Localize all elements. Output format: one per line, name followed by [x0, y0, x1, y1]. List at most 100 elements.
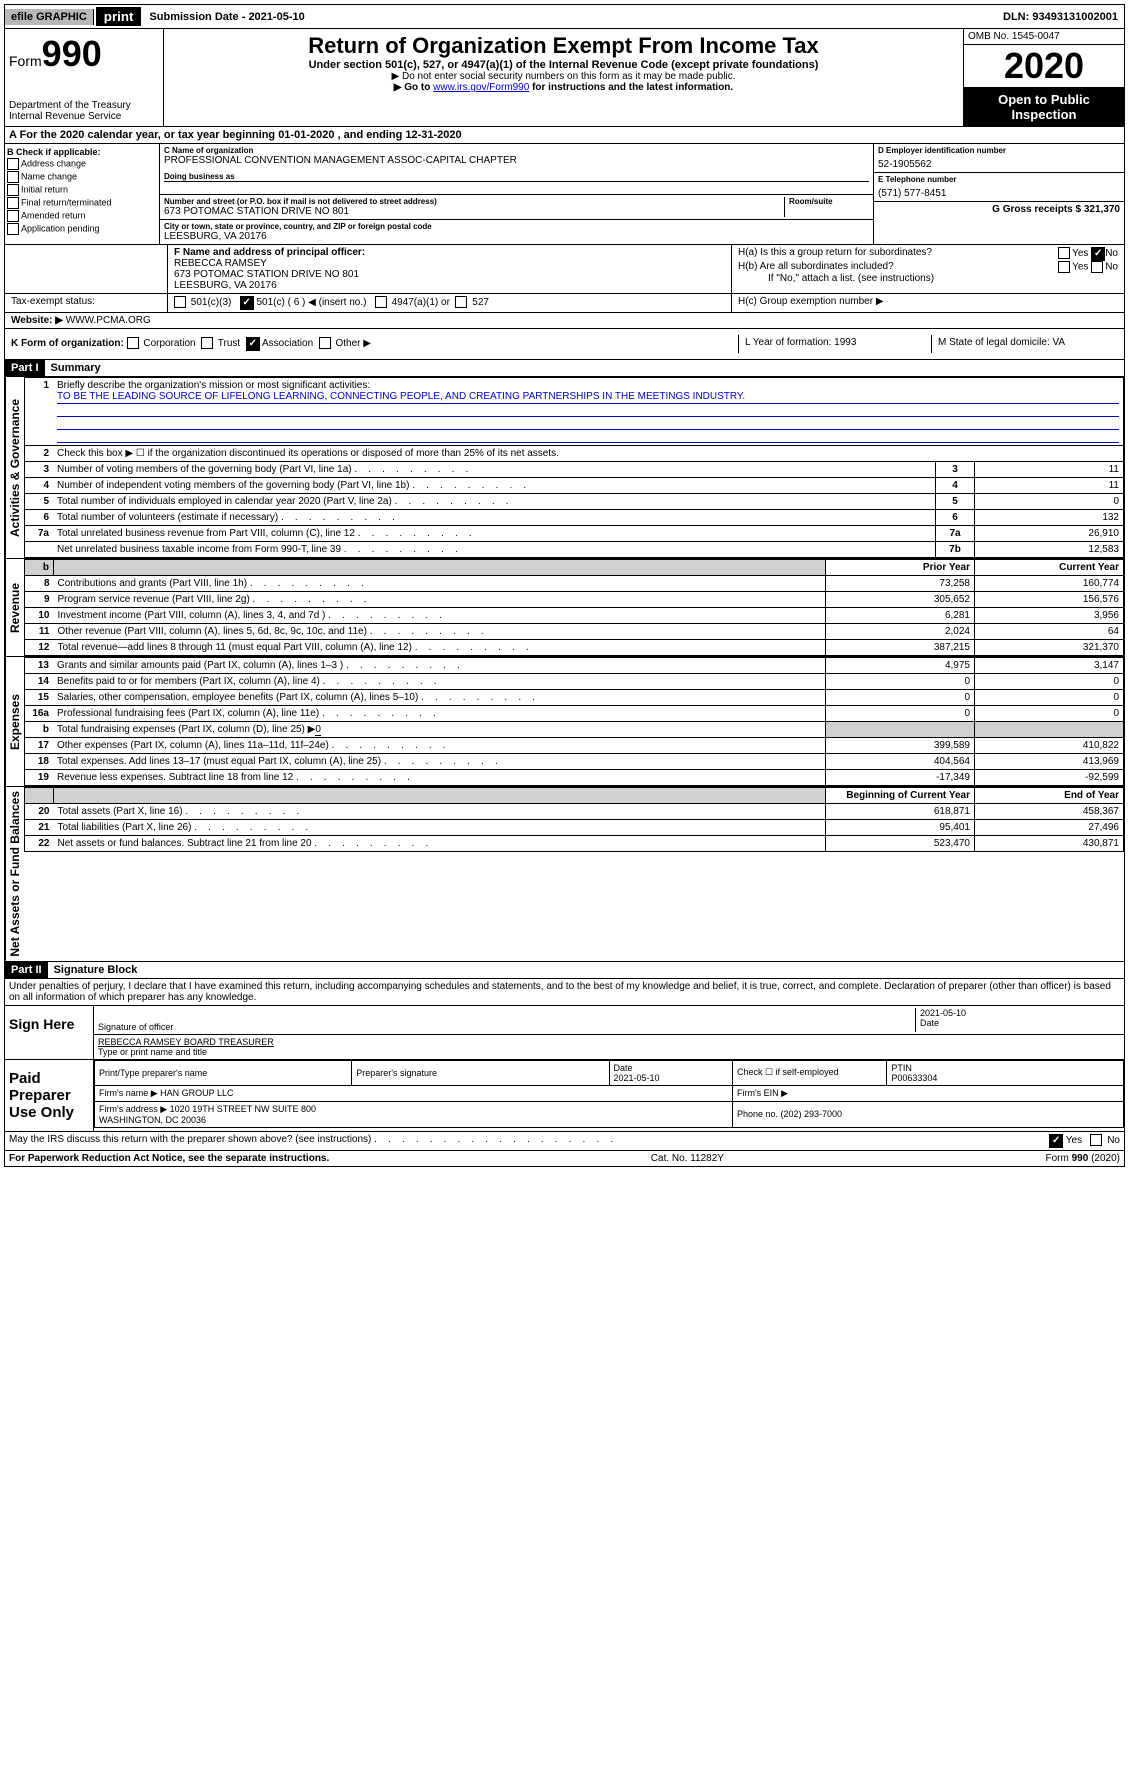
checkbox-icon[interactable] [375, 296, 387, 308]
firm-name-cell: Firm's name ▶ HAN GROUP LLC [95, 1085, 733, 1101]
checkbox-icon[interactable] [201, 337, 213, 349]
table-row: 5 Total number of individuals employed i… [25, 494, 1124, 510]
checkbox-icon[interactable] [7, 184, 19, 196]
row-num: b [25, 722, 54, 738]
org-name: PROFESSIONAL CONVENTION MANAGEMENT ASSOC… [164, 155, 869, 166]
city-cell: City or town, state or province, country… [160, 220, 873, 244]
row-num: 12 [25, 640, 54, 656]
row-num: 14 [25, 674, 54, 690]
row-desc: Other expenses (Part IX, column (A), lin… [53, 738, 826, 754]
row-num: 3 [25, 462, 54, 478]
checkbox-icon[interactable] [1058, 261, 1070, 273]
hc-cell: H(c) Group exemption number ▶ [732, 294, 1124, 312]
row-current: 430,871 [975, 836, 1124, 852]
type-name-label: Type or print name and title [98, 1047, 274, 1057]
id-column: D Employer identification number 52-1905… [874, 144, 1124, 244]
sign-here-grid: Sign Here Signature of officer 2021-05-1… [5, 1005, 1124, 1059]
sig-space [98, 1008, 915, 1022]
expenses-vert-label: Expenses [5, 657, 24, 786]
mission-line2 [57, 404, 1119, 417]
table-row: 14 Benefits paid to or for members (Part… [25, 674, 1124, 690]
checkbox-icon[interactable] [7, 158, 19, 170]
part-i-badge: Part I [5, 360, 45, 376]
row-prior: 387,215 [826, 640, 975, 656]
footer: For Paperwork Reduction Act Notice, see … [4, 1151, 1125, 1167]
row-prior: 95,401 [826, 820, 975, 836]
checkbox-icon[interactable] [455, 296, 467, 308]
preparer-table: Print/Type preparer's name Preparer's si… [94, 1060, 1124, 1128]
checkbox-icon[interactable] [1090, 1134, 1102, 1146]
firm-phone-cell: Phone no. (202) 293-7000 [732, 1101, 1123, 1127]
phone-label: E Telephone number [878, 175, 1120, 184]
group-return-cell: H(a) Is this a group return for subordin… [732, 245, 1124, 293]
submission-date: Submission Date - 2021-05-10 [143, 9, 997, 25]
row-val: 11 [975, 478, 1124, 494]
discuss-text: May the IRS discuss this return with the… [9, 1134, 613, 1148]
activities-section: Activities & Governance 1 Briefly descri… [4, 377, 1125, 559]
row-num: 8 [25, 576, 54, 592]
part-i-title: Summary [45, 360, 107, 376]
officer-addr1: 673 POTOMAC STATION DRIVE NO 801 [174, 269, 725, 280]
row-box: 6 [936, 510, 975, 526]
status-row: Tax-exempt status: 501(c)(3) ✓ 501(c) ( … [4, 294, 1125, 313]
row-prior: -17,349 [826, 770, 975, 786]
row-prior: 404,564 [826, 754, 975, 770]
checkbox-icon[interactable] [7, 210, 19, 222]
checkbox-icon[interactable] [7, 197, 19, 209]
hb-label: H(b) Are all subordinates included? [738, 261, 894, 273]
row-desc: Total unrelated business revenue from Pa… [53, 526, 936, 542]
addr-value: 673 POTOMAC STATION DRIVE NO 801 [164, 206, 784, 217]
ha-label: H(a) Is this a group return for subordin… [738, 247, 932, 261]
phone-cell: E Telephone number (571) 577-8451 [874, 173, 1124, 202]
spacer [54, 560, 826, 576]
row-current: 410,822 [975, 738, 1124, 754]
row-desc: Salaries, other compensation, employee b… [53, 690, 826, 706]
row-desc: Total assets (Part X, line 16) [54, 804, 826, 820]
row-box: 7a [936, 526, 975, 542]
row-desc: Net assets or fund balances. Subtract li… [54, 836, 826, 852]
row-prior: 6,281 [826, 608, 975, 624]
dba-value [164, 181, 869, 192]
header-mid: Return of Organization Exempt From Incom… [164, 29, 964, 126]
table-row: 10 Investment income (Part VIII, column … [25, 608, 1124, 624]
row-val: 132 [975, 510, 1124, 526]
form-subtitle: Under section 501(c), 527, or 4947(a)(1)… [168, 59, 959, 71]
mission-line3 [57, 417, 1119, 430]
row-val: 0 [975, 494, 1124, 510]
row-desc: Total liabilities (Part X, line 26) [54, 820, 826, 836]
checkbox-icon[interactable] [7, 223, 19, 235]
grey-cell [975, 722, 1124, 738]
sig-officer-line: Signature of officer 2021-05-10 Date [94, 1006, 1124, 1035]
hb-answer: Yes No [1058, 261, 1118, 273]
col-begin: Beginning of Current Year [826, 788, 975, 804]
row-num [25, 542, 54, 558]
checkbox-icon[interactable] [319, 337, 331, 349]
revenue-section: Revenue b Prior Year Current Year 8 Cont… [4, 559, 1125, 657]
print-button[interactable]: print [96, 7, 142, 26]
row-num: 2 [25, 446, 54, 462]
check-initial: Initial return [7, 184, 157, 196]
checkbox-icon[interactable] [1058, 247, 1070, 259]
row-desc: Net unrelated business taxable income fr… [53, 542, 936, 558]
website-cell: Website: ▶ WWW.PCMA.ORG [5, 313, 1124, 328]
table-row: 17 Other expenses (Part IX, column (A), … [25, 738, 1124, 754]
checkbox-icon[interactable] [1091, 261, 1103, 273]
row-current: -92,599 [975, 770, 1124, 786]
row-num: 15 [25, 690, 54, 706]
department-label: Department of the Treasury Internal Reve… [9, 100, 159, 122]
checkbox-icon[interactable] [127, 337, 139, 349]
table-row: 18 Total expenses. Add lines 13–17 (must… [25, 754, 1124, 770]
check-label: B Check if applicable: [7, 147, 157, 157]
prep-sig-cell: Preparer's signature [352, 1060, 609, 1085]
table-row: 9 Program service revenue (Part VIII, li… [25, 592, 1124, 608]
row-num: 21 [25, 820, 54, 836]
row-desc: Grants and similar amounts paid (Part IX… [53, 658, 826, 674]
checkbox-icon[interactable] [7, 171, 19, 183]
irs-link[interactable]: www.irs.gov/Form990 [433, 82, 529, 93]
checkbox-icon[interactable] [174, 296, 186, 308]
row-prior: 73,258 [826, 576, 975, 592]
row-current: 160,774 [975, 576, 1124, 592]
expenses-table: 13 Grants and similar amounts paid (Part… [24, 657, 1124, 786]
table-row: 11 Other revenue (Part VIII, column (A),… [25, 624, 1124, 640]
row-desc: Investment income (Part VIII, column (A)… [54, 608, 826, 624]
